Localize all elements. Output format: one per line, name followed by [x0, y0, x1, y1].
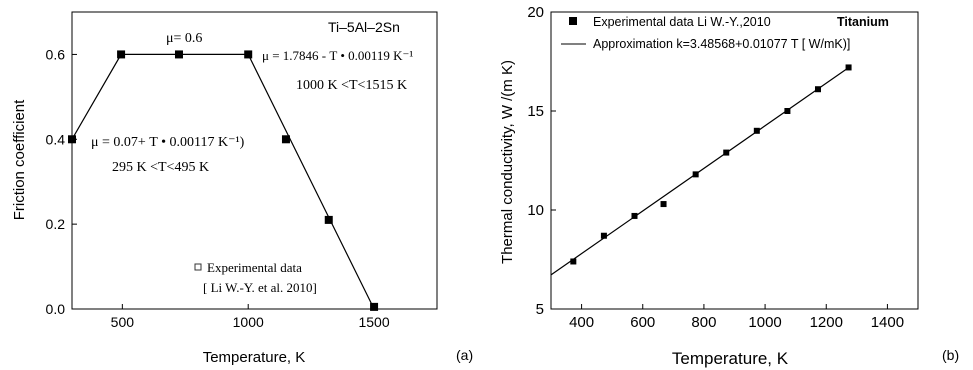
panel-b-ylabel: Thermal conductivity, W /(m K)	[499, 60, 516, 264]
data-point	[174, 50, 183, 59]
panel-b-fit-line	[550, 67, 849, 276]
annotation-mu-rise: μ = 0.07+ T • 0.00117 K⁻¹)	[91, 135, 245, 150]
y-tick-label: 0.4	[46, 131, 66, 147]
panel-b-plot-frame	[550, 11, 919, 310]
panel-b-data-points	[570, 64, 852, 265]
data-point	[570, 258, 577, 265]
panel-a-label: (a)	[456, 347, 473, 363]
panel-a-plot-frame	[71, 11, 438, 310]
x-tick-label: 1400	[871, 314, 904, 331]
legend-b-series-2: Approximation k=3.48568+0.01077 T [ W/mK…	[593, 37, 850, 51]
y-tick-label: 0.0	[46, 301, 66, 317]
x-tick-label: 400	[569, 314, 594, 331]
panel-b-conductivity-chart: 400 600 800 1000 1200 1400 5 10 15 20 Experimenta…	[499, 4, 959, 368]
panel-b-xlabel: Temperature, K	[672, 349, 789, 368]
data-point	[660, 201, 667, 208]
panel-a-friction-chart: 500 1000 1500 0.0 0.2 0.4 0.6 Ti–5Al–2Sn μ= 0.…	[11, 11, 473, 366]
data-point	[784, 108, 791, 114]
annotation-mu-plateau: μ= 0.6	[166, 31, 202, 46]
x-tick-label: 800	[691, 314, 716, 331]
data-point	[814, 86, 821, 93]
y-tick-label: 10	[527, 202, 544, 219]
panel-a-data-points	[68, 50, 379, 311]
annotation-rise-range: 295 K <T<495 K	[112, 160, 209, 175]
data-point	[723, 149, 730, 156]
annotation-decline-range: 1000 K <T<1515 K	[296, 78, 407, 93]
data-point	[244, 50, 253, 59]
fit-line	[550, 67, 849, 276]
data-point	[281, 135, 290, 144]
data-point	[600, 232, 607, 239]
data-point	[631, 212, 638, 219]
legend-b-series-1: Experimental data Li W.-Y.,2010	[593, 15, 771, 29]
x-tick-label: 1200	[810, 314, 843, 331]
fit-line	[71, 53, 375, 310]
data-point	[370, 302, 379, 311]
x-tick-label: 600	[630, 314, 655, 331]
panel-a-ylabel: Friction coefficient	[11, 99, 28, 220]
y-tick-label: 0.2	[46, 216, 66, 232]
panel-b-title: Titanium	[837, 15, 889, 29]
panel-b-ticks: 400 600 800 1000 1200 1400 5 10 15 20	[527, 4, 904, 331]
legend-a-line1: Experimental data	[207, 260, 302, 275]
y-tick-label: 5	[536, 301, 544, 318]
annotation-mu-decline: μ = 1.7846 - T • 0.00119 K⁻¹	[262, 48, 413, 63]
data-point	[753, 127, 760, 134]
legend-a-line2: [ Li W.-Y. et al. 2010]	[203, 280, 317, 295]
x-tick-label: 1000	[233, 314, 264, 330]
panel-a-ticks: 500 1000 1500 0.0 0.2 0.4 0.6	[46, 46, 390, 330]
legend-a-marker	[194, 263, 202, 271]
y-tick-label: 15	[527, 103, 544, 120]
y-tick-label: 0.6	[46, 46, 66, 62]
panel-a-fit-line	[71, 53, 375, 310]
data-point	[845, 64, 852, 71]
y-tick-label: 20	[527, 4, 544, 21]
legend-b-marker-square	[569, 17, 577, 25]
data-point	[692, 171, 699, 178]
data-point	[68, 135, 76, 144]
x-tick-label: 500	[111, 314, 135, 330]
data-point	[117, 50, 126, 59]
panel-a-title: Ti–5Al–2Sn	[328, 19, 400, 35]
x-tick-label: 1500	[358, 314, 389, 330]
panel-b-label: (b)	[942, 347, 959, 363]
data-point	[324, 215, 333, 224]
panel-a-xlabel: Temperature, K	[203, 349, 306, 366]
x-tick-label: 1000	[748, 314, 781, 331]
